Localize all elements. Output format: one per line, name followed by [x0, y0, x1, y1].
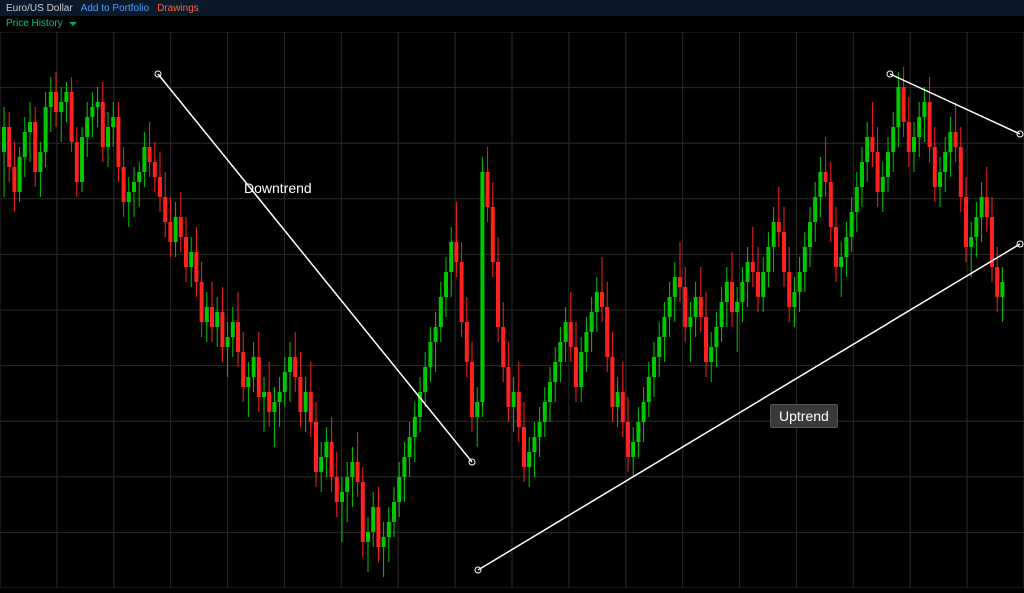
chart-header: Euro/US Dollar Add to Portfolio Drawings: [0, 0, 1024, 16]
drawings-link[interactable]: Drawings: [157, 3, 199, 14]
chevron-down-icon[interactable]: [69, 22, 77, 26]
candlestick-chart[interactable]: Downtrend Uptrend: [0, 32, 1024, 588]
price-history-dropdown[interactable]: Price History: [6, 18, 63, 29]
add-to-portfolio-link[interactable]: Add to Portfolio: [81, 3, 149, 14]
chart-subheader: Price History: [0, 16, 83, 31]
chart-svg: [0, 32, 1024, 588]
annotation-uptrend: Uptrend: [770, 404, 838, 428]
annotation-downtrend: Downtrend: [244, 180, 312, 196]
currency-pair-label: Euro/US Dollar: [6, 3, 73, 14]
